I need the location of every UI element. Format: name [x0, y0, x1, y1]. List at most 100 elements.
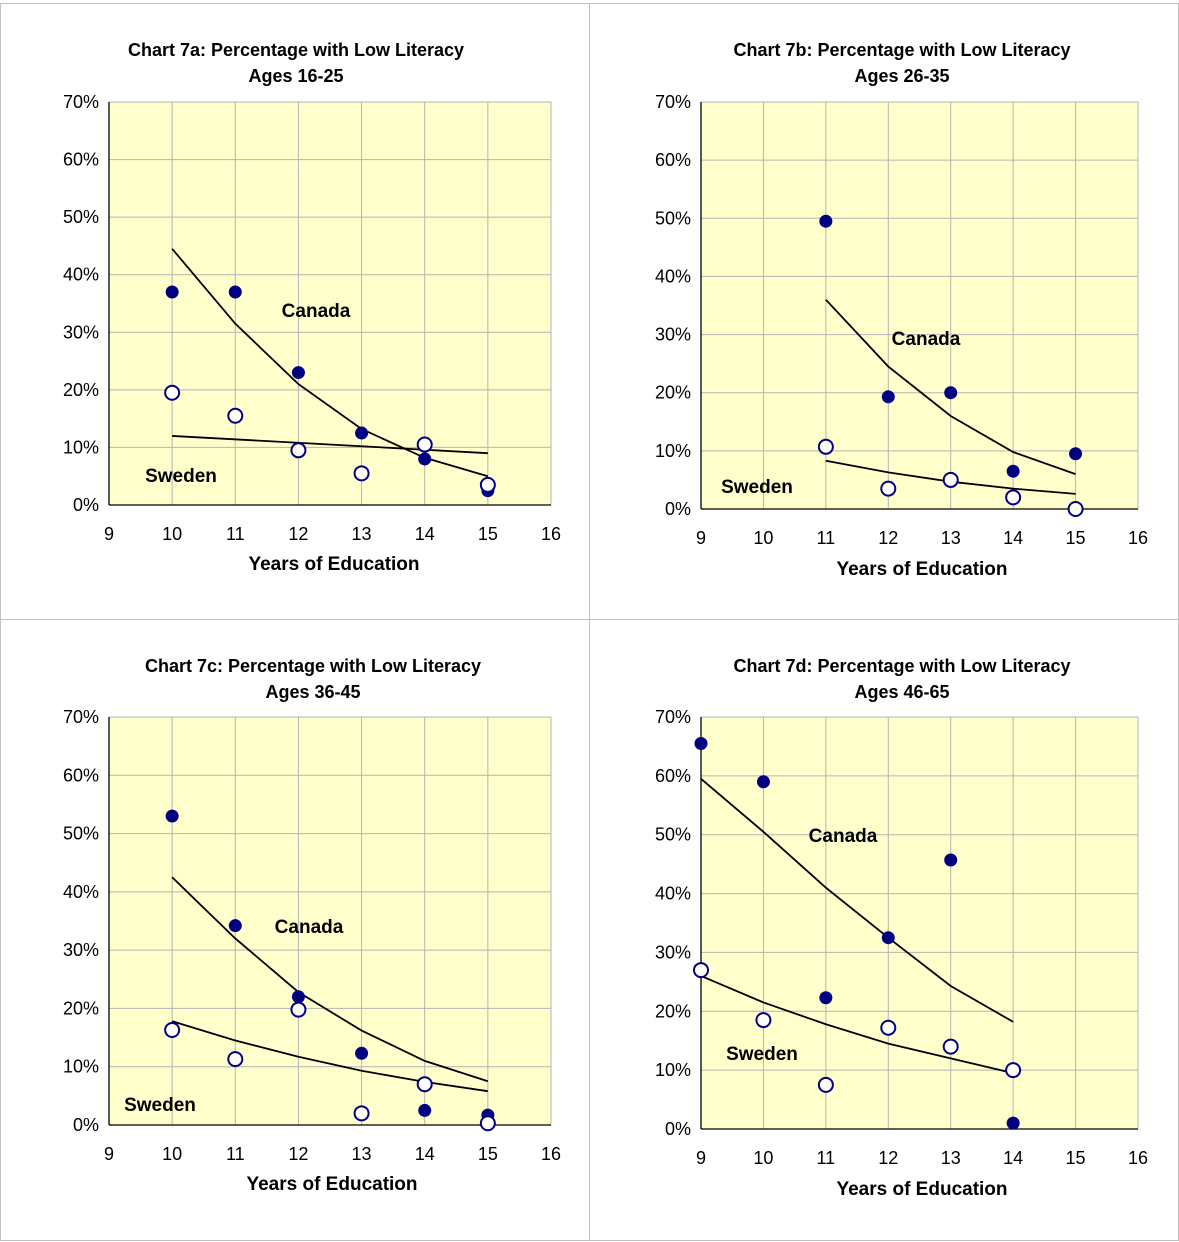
chart-title: Chart 7a: Percentage with Low Literacy: [128, 40, 464, 60]
canada-data-point: [944, 853, 958, 867]
canada-data-point: [355, 1046, 369, 1060]
x-tick-label: 10: [753, 528, 773, 548]
x-tick-label: 12: [878, 528, 898, 548]
chart-subtitle: Ages 26-35: [854, 66, 949, 86]
canada-data-point: [1006, 1116, 1020, 1130]
y-tick-label: 30%: [655, 325, 691, 345]
x-tick-label: 13: [352, 524, 372, 544]
canada-data-point: [228, 919, 242, 933]
sweden-data-point: [479, 1115, 496, 1132]
x-tick-label: 9: [696, 528, 706, 548]
plot-area: [109, 102, 551, 505]
sweden-data-point: [755, 1012, 772, 1029]
canada-data-point: [165, 285, 179, 299]
y-tick-label: 50%: [63, 824, 99, 844]
canada-trend-line: [171, 248, 489, 478]
y-tick-label: 40%: [655, 884, 691, 904]
sweden-trend-line: [171, 1020, 488, 1093]
canada-data-point: [881, 931, 895, 945]
y-tick-label: 30%: [655, 942, 691, 962]
x-tick-label: 16: [1128, 1148, 1148, 1168]
plot-group: [700, 101, 1139, 517]
x-tick-label: 12: [878, 1148, 898, 1168]
sweden-data-point: [353, 1105, 370, 1122]
x-tick-label: 14: [1003, 1148, 1023, 1168]
sweden-data-point: [290, 442, 307, 459]
canada-data-point: [944, 386, 958, 400]
plot-group: [693, 716, 1139, 1130]
x-tick-label: 16: [541, 1144, 561, 1164]
x-tick-label: 15: [1066, 528, 1086, 548]
x-axis-label: Years of Education: [248, 554, 419, 575]
y-tick-label: 20%: [63, 998, 99, 1018]
y-tick-label: 70%: [655, 707, 691, 727]
sweden-data-point: [880, 480, 897, 497]
y-tick-label: 30%: [63, 940, 99, 960]
chart-subtitle: Ages 46-65: [854, 682, 949, 702]
canada-data-point: [756, 775, 770, 789]
sweden-data-point: [416, 436, 433, 453]
chart-7b-svg: Chart 7b: Percentage with Low Literacy A…: [655, 40, 1148, 580]
chart-title: Chart 7c: Percentage with Low Literacy: [145, 656, 481, 676]
y-tick-label: 0%: [665, 499, 691, 519]
chart-7c-svg: Chart 7c: Percentage with Low Literacy A…: [63, 656, 561, 1195]
plot-group: [108, 716, 552, 1132]
sweden-data-point: [290, 1001, 307, 1018]
canada-trend-line: [825, 299, 1076, 475]
canada-series-label: Canada: [275, 917, 344, 938]
canada-data-point: [1006, 464, 1020, 478]
y-tick-label: 10%: [655, 441, 691, 461]
chart-7d-svg: Chart 7d: Percentage with Low Literacy A…: [655, 656, 1148, 1200]
canada-data-point: [418, 1103, 432, 1117]
y-tick-label: 20%: [655, 383, 691, 403]
sweden-data-point: [942, 1038, 959, 1055]
x-tick-label: 10: [162, 524, 182, 544]
y-tick-label: 0%: [73, 495, 99, 515]
sweden-trend-line: [700, 975, 1014, 1074]
chart-title: Chart 7b: Percentage with Low Literacy: [733, 40, 1070, 60]
sweden-data-point: [1005, 1062, 1022, 1079]
x-axis-label: Years of Education: [246, 1174, 417, 1195]
chart-panel-7c: Chart 7c: Percentage with Low Literacy A…: [0, 619, 590, 1241]
canada-trend-line: [700, 778, 1014, 1023]
chart-title: Chart 7d: Percentage with Low Literacy: [733, 656, 1070, 676]
y-tick-label: 10%: [63, 437, 99, 457]
sweden-data-point: [479, 476, 496, 493]
y-tick-label: 60%: [63, 765, 99, 785]
sweden-data-point: [817, 438, 834, 455]
canada-series-label: Canada: [809, 826, 878, 847]
y-tick-label: 50%: [655, 825, 691, 845]
x-tick-label: 10: [162, 1144, 182, 1164]
canada-data-point: [291, 366, 305, 380]
plot-group: [108, 101, 552, 506]
plot-area: [701, 717, 1138, 1129]
canada-trend-line: [171, 876, 489, 1083]
chart-7a-svg: Chart 7a: Percentage with Low Literacy A…: [63, 40, 561, 575]
y-tick-label: 50%: [63, 207, 99, 227]
x-tick-label: 9: [696, 1148, 706, 1168]
sweden-data-point: [1067, 501, 1084, 517]
chart-subtitle: Ages 16-25: [248, 66, 343, 86]
y-tick-label: 20%: [655, 1001, 691, 1021]
plot-area: [109, 717, 551, 1125]
x-tick-label: 15: [478, 524, 498, 544]
sweden-data-point: [880, 1019, 897, 1036]
sweden-data-point: [693, 962, 709, 979]
x-axis-label: Years of Education: [836, 1179, 1007, 1200]
x-tick-label: 12: [288, 1144, 308, 1164]
x-tick-label: 11: [817, 1148, 836, 1168]
sweden-data-point: [942, 471, 959, 488]
x-tick-label: 11: [226, 524, 245, 544]
x-tick-label: 14: [415, 524, 435, 544]
y-tick-label: 70%: [63, 707, 99, 727]
x-tick-label: 16: [1128, 528, 1148, 548]
y-tick-label: 30%: [63, 322, 99, 342]
x-tick-label: 11: [817, 528, 836, 548]
canada-data-point: [291, 990, 305, 1004]
y-tick-label: 0%: [73, 1115, 99, 1135]
y-tick-label: 60%: [63, 150, 99, 170]
canada-data-point: [165, 809, 179, 823]
canada-data-point: [418, 452, 432, 466]
y-tick-label: 10%: [63, 1057, 99, 1077]
sweden-series-label: Sweden: [726, 1044, 798, 1065]
